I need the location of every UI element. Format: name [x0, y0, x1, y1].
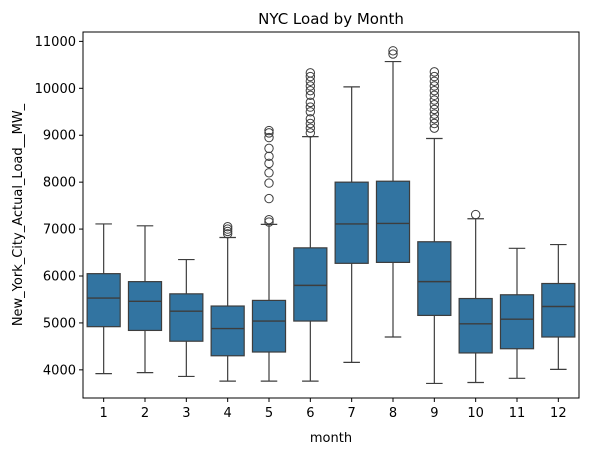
outlier-point	[305, 90, 316, 101]
iqr-box	[458, 297, 493, 354]
y-tick-label: 6000	[43, 270, 76, 285]
outlier-point	[429, 76, 440, 86]
outlier-point	[264, 217, 274, 227]
iqr-box	[417, 241, 452, 317]
y-tick-label: 10000	[35, 82, 76, 97]
outlier-point	[429, 123, 440, 133]
outlier-point	[222, 222, 233, 232]
outlier-point	[429, 81, 440, 91]
outlier-point	[264, 143, 274, 154]
x-tick-label: 4	[224, 406, 232, 421]
x-tick-label: 10	[467, 406, 484, 421]
outlier-point	[429, 85, 440, 96]
outlier-point	[388, 46, 398, 56]
outlier-point	[429, 67, 440, 77]
iqr-box	[251, 299, 287, 353]
outlier-point	[264, 158, 274, 169]
iqr-box	[169, 293, 204, 342]
outlier-point	[429, 114, 440, 124]
iqr-box	[293, 247, 328, 322]
outlier-point	[305, 128, 316, 138]
x-tick-label: 9	[430, 406, 438, 421]
outlier-point	[305, 114, 316, 124]
outlier-point	[305, 118, 316, 129]
box-month-8	[375, 46, 411, 338]
outlier-point	[429, 90, 440, 101]
x-axis-title: month	[310, 431, 352, 446]
outlier-point	[305, 81, 316, 91]
box-month-12	[541, 243, 576, 370]
iqr-box	[499, 294, 535, 350]
outlier-point	[264, 132, 274, 143]
y-axis: 4000 5000 6000 7000 8000 9000 10000 11000	[35, 35, 83, 378]
iqr-box	[210, 305, 245, 357]
iqr-box	[541, 282, 576, 338]
outlier-point	[305, 85, 316, 96]
x-axis: 1 2 3 4 5 6 7 8 9 10 11 12	[100, 398, 567, 421]
outlier-point	[264, 168, 274, 178]
outlier-point	[222, 224, 233, 234]
outlier-point	[388, 49, 398, 59]
outlier-point	[305, 107, 316, 117]
box-month-9	[417, 67, 452, 385]
box-month-4	[210, 222, 245, 382]
y-tick-label: 8000	[43, 176, 76, 191]
iqr-box	[334, 181, 369, 264]
outlier-point	[305, 68, 316, 78]
outlier-point	[264, 125, 274, 136]
axes-frame	[82, 31, 580, 399]
outlier-point	[429, 109, 440, 119]
outlier-point	[264, 214, 274, 225]
outlier-point	[305, 71, 316, 82]
box-month-7	[334, 86, 369, 363]
box-month-1	[86, 223, 121, 375]
x-tick-label: 7	[348, 406, 356, 421]
box-month-2	[127, 225, 163, 374]
box-month-3	[169, 258, 204, 378]
outlier-point	[470, 209, 481, 220]
x-tick-label: 3	[182, 406, 190, 421]
y-tick-label: 11000	[35, 35, 76, 50]
outlier-point	[305, 123, 316, 133]
outlier-point	[429, 104, 440, 115]
x-tick-label: 6	[306, 406, 314, 421]
y-tick-label: 4000	[43, 363, 76, 378]
iqr-box	[375, 180, 411, 263]
x-tick-label: 2	[141, 406, 149, 421]
plot-area	[86, 46, 576, 385]
box-month-11	[499, 247, 535, 379]
y-tick-label: 5000	[43, 316, 76, 331]
chart-title: NYC Load by Month	[258, 10, 404, 28]
y-tick-label: 7000	[43, 223, 76, 238]
x-tick-label: 1	[100, 406, 108, 421]
y-axis-title: New_York_City_Actual_Load__MW_	[11, 103, 26, 326]
y-tick-label: 9000	[43, 129, 76, 144]
box-month-10	[458, 209, 493, 384]
x-tick-label: 11	[509, 406, 526, 421]
box-month-6	[293, 68, 328, 382]
box-month-5	[251, 125, 287, 382]
x-tick-label: 8	[389, 406, 397, 421]
outlier-point	[429, 118, 440, 129]
x-tick-label: 12	[550, 406, 567, 421]
outlier-point	[305, 97, 316, 108]
outlier-point	[305, 102, 316, 112]
outlier-point	[429, 95, 440, 105]
outlier-point	[429, 71, 440, 82]
outlier-point	[264, 178, 274, 188]
outlier-point	[429, 100, 440, 110]
iqr-box	[127, 281, 163, 332]
iqr-box	[86, 273, 121, 328]
outlier-point	[222, 229, 233, 239]
outlier-point	[264, 193, 274, 204]
outlier-point	[222, 226, 233, 237]
x-tick-label: 5	[265, 406, 273, 421]
outlier-point	[264, 128, 274, 138]
